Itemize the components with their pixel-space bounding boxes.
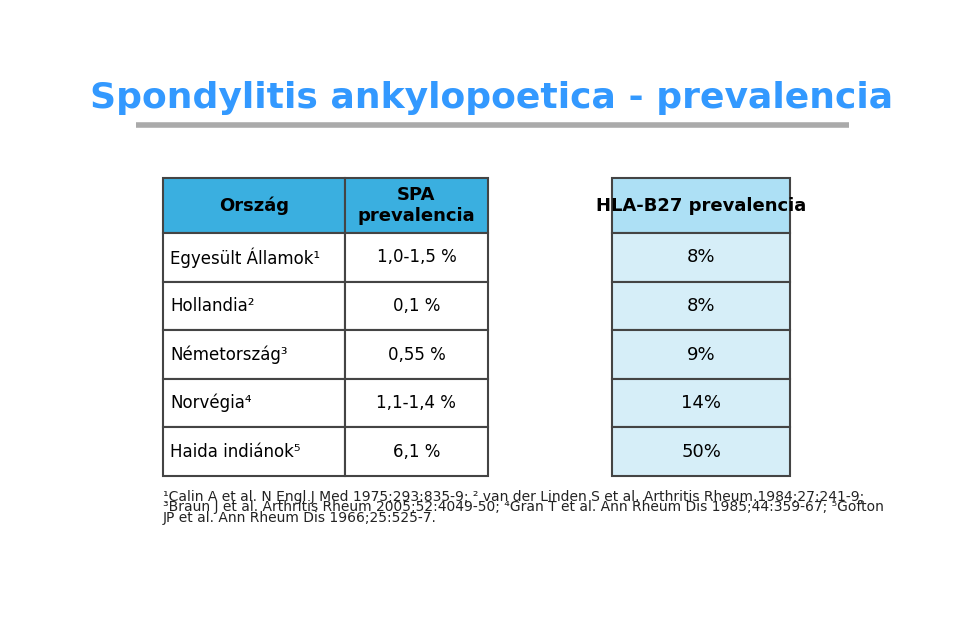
Text: ¹Calin A et al. N Engl J Med 1975;293:835-9; ² van der Linden S et al. Arthritis: ¹Calin A et al. N Engl J Med 1975;293:83… [162, 490, 864, 504]
Text: Hollandia²: Hollandia² [170, 297, 254, 315]
Bar [162, 178, 345, 233]
Text: Németország³: Németország³ [170, 345, 288, 363]
Text: 9%: 9% [687, 345, 715, 363]
Text: 0,1 %: 0,1 % [393, 297, 440, 315]
Bar [345, 233, 488, 282]
Bar [612, 428, 790, 476]
Bar [162, 379, 345, 428]
Bar [162, 233, 345, 282]
Text: 1,0-1,5 %: 1,0-1,5 % [376, 249, 456, 267]
Text: Egyesült Államok¹: Egyesült Államok¹ [170, 247, 321, 268]
Bar [612, 282, 790, 330]
Bar [612, 178, 790, 233]
Bar [162, 428, 345, 476]
Text: 0,55 %: 0,55 % [388, 345, 445, 363]
Text: 50%: 50% [682, 442, 721, 460]
Bar [612, 379, 790, 428]
Bar [345, 428, 488, 476]
Bar [345, 282, 488, 330]
Bar [345, 178, 488, 233]
Text: 1,1-1,4 %: 1,1-1,4 % [376, 394, 456, 412]
Text: Norvégia⁴: Norvégia⁴ [170, 394, 252, 412]
Text: Spondylitis ankylopoetica - prevalencia: Spondylitis ankylopoetica - prevalencia [90, 81, 894, 115]
Text: ³Braun J et al. Arthritis Rheum 2005;52:4049-50; ⁴Gran T et al. Ann Rheum Dis 19: ³Braun J et al. Arthritis Rheum 2005;52:… [162, 501, 883, 515]
Text: 8%: 8% [687, 249, 715, 267]
Text: 8%: 8% [687, 297, 715, 315]
Text: Ország: Ország [219, 196, 289, 215]
Bar [612, 330, 790, 379]
Bar [612, 233, 790, 282]
Text: 6,1 %: 6,1 % [393, 442, 440, 460]
Bar [345, 379, 488, 428]
Bar [162, 282, 345, 330]
Text: Haida indiánok⁵: Haida indiánok⁵ [170, 442, 300, 460]
Text: SPA
prevalencia: SPA prevalencia [358, 186, 475, 225]
Text: HLA-B27 prevalencia: HLA-B27 prevalencia [596, 197, 806, 215]
Text: 14%: 14% [682, 394, 721, 412]
Text: JP et al. Ann Rheum Dis 1966;25:525-7.: JP et al. Ann Rheum Dis 1966;25:525-7. [162, 512, 437, 525]
Bar [162, 330, 345, 379]
Bar [345, 330, 488, 379]
